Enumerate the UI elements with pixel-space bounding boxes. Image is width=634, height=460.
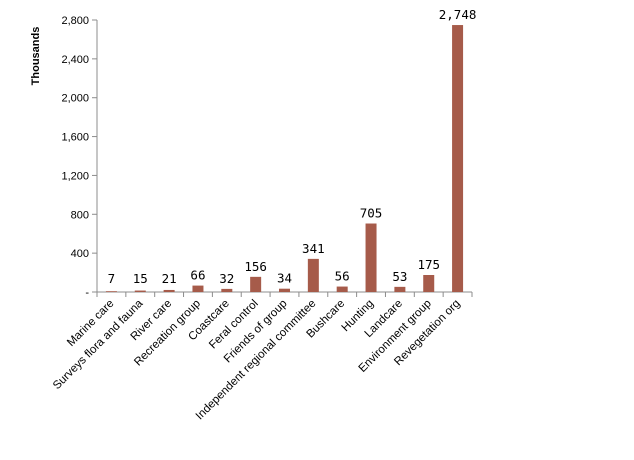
y-tick-label: 1,600 xyxy=(61,132,89,144)
data-label: 2,748 xyxy=(439,7,477,22)
data-label: 175 xyxy=(417,257,440,272)
data-label: 66 xyxy=(190,268,205,283)
data-label: 32 xyxy=(219,271,234,286)
y-axis: - 400 800 1,200 1,600 2,000 2,400 2,800 xyxy=(61,15,98,299)
data-label: 705 xyxy=(360,206,383,221)
data-label: 15 xyxy=(133,271,148,286)
bar xyxy=(336,286,348,292)
y-tick-label: 800 xyxy=(71,209,89,221)
y-tick-label: 2,000 xyxy=(61,93,89,105)
bar xyxy=(221,288,233,292)
bar xyxy=(452,25,464,293)
y-tick-label: 1,200 xyxy=(61,170,89,182)
y-tick-label: 2,800 xyxy=(61,15,89,27)
data-labels: 7 15 21 66 32 156 34 341 56 705 53 175 2,748 xyxy=(108,7,477,286)
bar xyxy=(192,285,204,292)
data-label: 21 xyxy=(162,271,177,286)
bar xyxy=(105,291,117,292)
y-tick-label: 400 xyxy=(71,248,89,260)
bar xyxy=(394,286,406,292)
data-label: 7 xyxy=(108,271,116,286)
y-tick-label: 2,400 xyxy=(61,54,89,66)
y-tick-label: - xyxy=(85,287,89,299)
x-axis xyxy=(96,291,473,297)
data-label: 53 xyxy=(392,269,407,284)
bars xyxy=(105,25,464,293)
bar xyxy=(307,258,319,292)
data-label: 156 xyxy=(244,259,267,274)
y-axis-label: Thousands xyxy=(30,27,42,86)
data-label: 341 xyxy=(302,241,325,256)
bar xyxy=(250,276,262,292)
bar xyxy=(134,290,146,292)
bar xyxy=(365,223,377,292)
bar xyxy=(279,288,290,292)
bar xyxy=(423,275,435,292)
data-label: 56 xyxy=(335,269,350,284)
data-label: 34 xyxy=(277,271,292,286)
bar xyxy=(163,289,175,292)
